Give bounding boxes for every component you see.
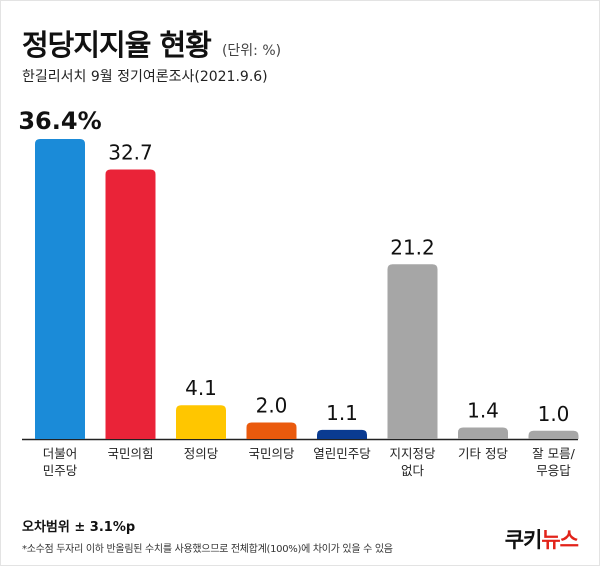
- category-label: 더불어 민주당: [43, 446, 78, 478]
- value-label: 4.1: [185, 376, 217, 400]
- bar: [458, 427, 508, 439]
- bar: [176, 405, 226, 439]
- category-label: 정의당: [184, 446, 219, 461]
- value-label: 2.0: [256, 394, 288, 418]
- chart-subtitle: 한길리서치 9월 정기여론조사(2021.9.6): [22, 69, 268, 85]
- bar: [246, 422, 297, 439]
- bar: [35, 139, 85, 439]
- category-label: 기타 정당: [458, 446, 508, 461]
- bar: [105, 169, 156, 439]
- category-label: 국민의힘: [107, 446, 153, 461]
- value-label: 1.4: [467, 398, 499, 422]
- category-label: 지지정당 없다: [389, 446, 436, 478]
- kukinews-logo: 쿠키뉴스: [504, 524, 579, 554]
- category-label: 국민의당: [248, 446, 295, 461]
- bar: [528, 430, 579, 439]
- value-label: 32.7: [108, 140, 153, 164]
- value-label: 21.2: [390, 235, 435, 259]
- logo-part1: 쿠키: [504, 528, 543, 552]
- value-label: 1.0: [538, 402, 570, 426]
- category-label: 열린민주당: [313, 446, 371, 461]
- value-label: 36.4%: [18, 107, 101, 135]
- category-label: 잘 모름/무응답: [532, 446, 575, 478]
- bar: [387, 264, 438, 439]
- unit-text: (단위: %): [221, 43, 282, 59]
- bar: [317, 429, 367, 439]
- logo-part2: 뉴스: [541, 528, 579, 552]
- title-text: 정당지지율 현황: [22, 28, 212, 62]
- value-label: 1.1: [326, 401, 358, 425]
- chart-title: 정당지지율 현황 (단위: %): [22, 22, 281, 64]
- error-margin: 오차범위 ± 3.1%p: [22, 520, 136, 535]
- footnote: *소수점 두자리 이하 반올림된 수치를 사용했으므로 전체합계(100%)에 …: [22, 544, 393, 555]
